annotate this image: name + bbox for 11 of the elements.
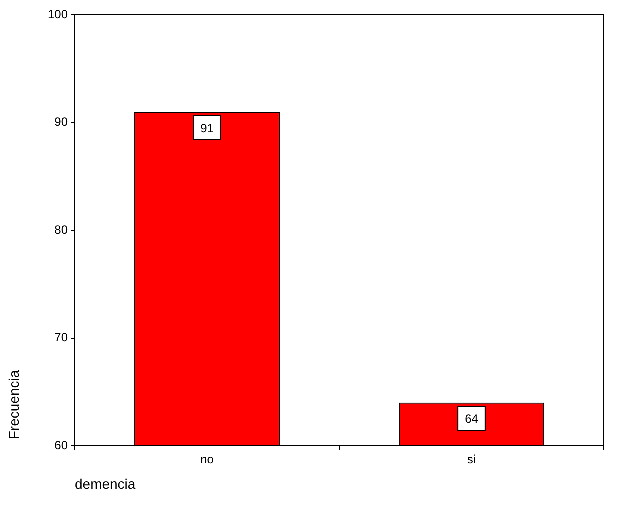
y-tick-label: 60 <box>54 438 68 452</box>
y-tick-label: 100 <box>48 7 68 22</box>
x-tick-label: no <box>200 452 214 467</box>
y-tick-label: 90 <box>54 115 68 130</box>
y-axis-title: Frecuencia <box>6 370 22 440</box>
data-label: 91 <box>200 121 214 136</box>
x-tick-label: si <box>467 452 476 467</box>
y-tick-label: 70 <box>54 330 68 345</box>
y-tick-label: 80 <box>54 222 68 237</box>
x-axis-title: demencia <box>75 476 136 492</box>
data-label: 64 <box>465 412 479 426</box>
